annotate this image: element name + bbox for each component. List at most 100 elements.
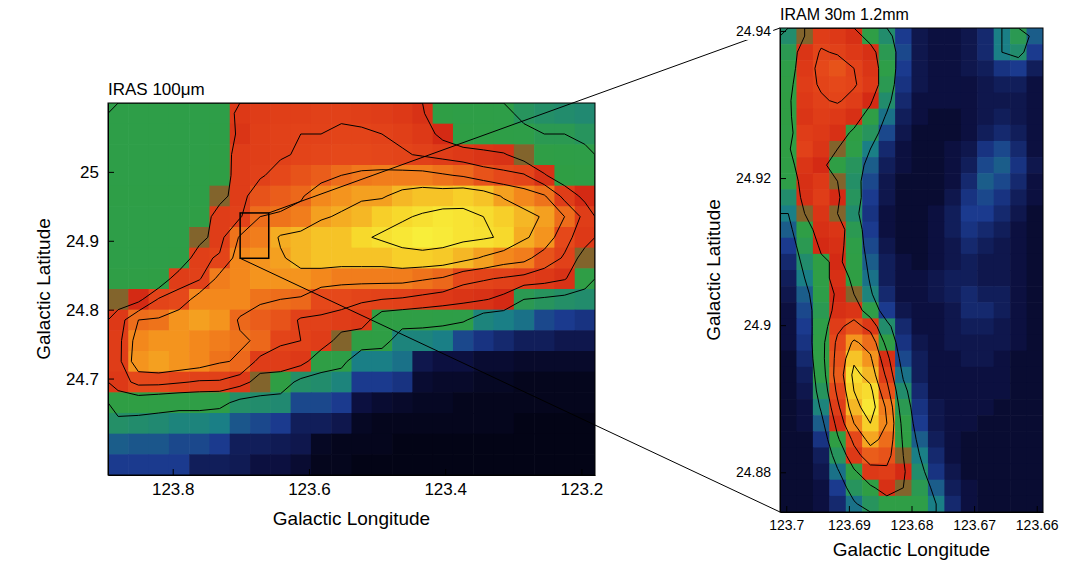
heatmap-cell — [846, 464, 863, 481]
heatmap-cell — [994, 93, 1011, 110]
heatmap-cell — [944, 157, 961, 174]
heatmap-cell — [846, 480, 863, 497]
heatmap — [108, 103, 595, 475]
heatmap-cell — [928, 109, 945, 126]
label-patch — [64, 368, 101, 389]
heatmap-cell — [1027, 60, 1043, 77]
heatmap-cell — [994, 173, 1011, 190]
heatmap-cell — [372, 186, 393, 207]
heatmap-cell — [149, 392, 170, 413]
heatmap-cell — [1010, 125, 1027, 142]
heatmap-cell — [796, 125, 813, 142]
heatmap-cell — [1010, 141, 1027, 158]
heatmap-cell — [862, 189, 879, 206]
heatmap-cell — [961, 351, 978, 368]
heatmap-cell — [575, 392, 595, 413]
heatmap-cell — [961, 480, 978, 497]
heatmap-cell — [780, 270, 797, 287]
heatmap-cell — [912, 464, 929, 481]
heatmap-cell — [189, 144, 210, 165]
heatmap-cell — [189, 165, 210, 186]
heatmap-cell — [575, 165, 595, 186]
heatmap-cell — [862, 205, 879, 222]
heatmap-cell — [331, 330, 352, 351]
label-patch — [734, 22, 773, 40]
heatmap-cell — [433, 413, 454, 434]
heatmap-cell — [977, 496, 994, 512]
heatmap-cell — [1027, 367, 1043, 384]
heatmap-cell — [412, 372, 433, 393]
heatmap-cell — [534, 206, 555, 227]
heatmap-cell — [270, 413, 291, 434]
heatmap-cell — [944, 302, 961, 319]
heatmap-cell — [352, 330, 373, 351]
heatmap-cell — [108, 392, 129, 413]
heatmap-cell — [977, 76, 994, 93]
heatmap-cell — [961, 76, 978, 93]
y-tick-mark — [780, 178, 786, 179]
heatmap-cell — [977, 335, 994, 352]
label-patch — [734, 463, 773, 481]
heatmap-cell — [433, 103, 454, 124]
heatmap-cell — [961, 205, 978, 222]
heatmap-cell — [944, 93, 961, 110]
heatmap-cell — [895, 318, 912, 335]
x-tick-mark — [309, 469, 310, 475]
heatmap-cell — [331, 206, 352, 227]
heatmap-cell — [473, 186, 494, 207]
heatmap-cell — [944, 238, 961, 255]
heatmap-cell — [961, 431, 978, 448]
y-tick: 24.7 — [64, 368, 114, 389]
heatmap-cell — [149, 330, 170, 351]
heatmap-cell — [331, 413, 352, 434]
heatmap-cell — [977, 60, 994, 77]
heatmap-cell — [796, 222, 813, 239]
heatmap-cell — [575, 206, 595, 227]
heatmap-cell — [250, 165, 271, 186]
heatmap-cell — [514, 124, 535, 145]
heatmap-cell — [796, 351, 813, 368]
heatmap-cell — [352, 227, 373, 248]
heatmap-cell — [108, 330, 129, 351]
heatmap-cell — [453, 206, 474, 227]
heatmap-cell — [412, 186, 433, 207]
heatmap-cell — [912, 76, 929, 93]
heatmap-cell — [928, 141, 945, 158]
heatmap-cell — [912, 367, 929, 384]
contour-line — [852, 365, 876, 423]
heatmap-cell — [944, 254, 961, 271]
heatmap-cell — [331, 351, 352, 372]
x-axis-line — [781, 512, 1044, 513]
heatmap-cell — [977, 44, 994, 61]
heatmap-cell — [149, 248, 170, 269]
heatmap-cell — [494, 351, 515, 372]
y-tick-label: 24.8 — [66, 301, 99, 320]
heatmap-cell — [230, 392, 251, 413]
heatmap-cell — [944, 415, 961, 432]
heatmap-cell — [796, 367, 813, 384]
heatmap-cell — [372, 434, 393, 455]
heatmap-cell — [453, 454, 474, 475]
heatmap-cell — [352, 268, 373, 289]
heatmap-cell — [780, 318, 797, 335]
heatmap-cell — [352, 434, 373, 455]
heatmap-cell — [1027, 496, 1043, 512]
heatmap-cell — [829, 496, 846, 512]
heatmap-cell — [331, 434, 352, 455]
heatmap-cell — [1010, 28, 1027, 45]
heatmap-cell — [149, 310, 170, 331]
heatmap-cell — [494, 206, 515, 227]
heatmap-cell — [291, 310, 312, 331]
heatmap-cell — [1027, 238, 1043, 255]
heatmap-cell — [433, 434, 454, 455]
heatmap-cell — [994, 431, 1011, 448]
heatmap-cell — [575, 186, 595, 207]
heatmap-cell — [270, 268, 291, 289]
contour-line — [790, 28, 905, 496]
heatmap-cell — [1010, 399, 1027, 416]
heatmap-cell — [1027, 286, 1043, 303]
heatmap-cell — [128, 103, 149, 124]
heatmap-cell — [291, 206, 312, 227]
heatmap-cell — [392, 310, 413, 331]
heatmap-cell — [912, 302, 929, 319]
